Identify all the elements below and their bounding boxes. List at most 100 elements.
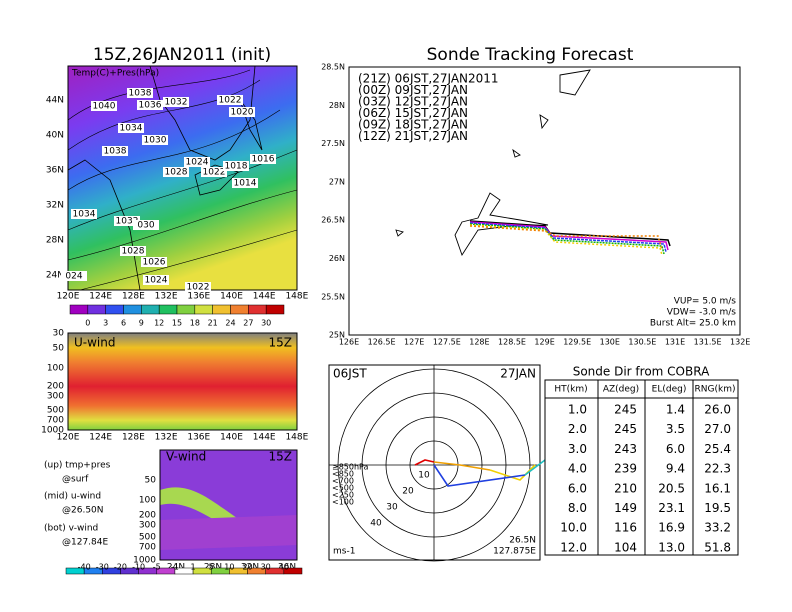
colorbar-label: 6	[121, 319, 126, 328]
isobar-label: 1016	[252, 155, 275, 165]
label-box	[163, 167, 189, 177]
lon-label: 132E	[155, 292, 178, 302]
lon-label: 132E	[155, 433, 178, 443]
table-cell: 243	[614, 442, 637, 456]
colorbar-label: 18	[190, 319, 200, 328]
colorbar-cell	[248, 304, 267, 315]
level-label: 100	[47, 364, 64, 374]
lon-label: 120E	[57, 292, 80, 302]
lon-label: 148E	[285, 292, 308, 302]
lat-label: 24N	[167, 563, 185, 573]
table-cell: 210	[614, 481, 637, 495]
table-cell: 4.0	[568, 462, 587, 476]
legend-entry: (00Z) 09JST,27JAN	[358, 83, 468, 97]
label-box	[250, 154, 276, 164]
lat-label: 27.5N	[321, 139, 345, 148]
level-label: 1000	[41, 426, 64, 436]
isobar-label: 1028	[165, 168, 188, 178]
note: @127.84E	[62, 538, 108, 548]
lat-label: 44N	[46, 96, 64, 106]
colorbar-label: 10	[224, 563, 234, 572]
lon-label: 148E	[285, 433, 308, 443]
note: @26.50N	[62, 506, 104, 516]
param: Burst Alt= 25.0 km	[650, 319, 736, 329]
label-box	[184, 157, 210, 167]
colorbar-cell	[141, 304, 160, 315]
lat-label: 28.5N	[321, 63, 345, 72]
isobar-label: 1014	[234, 179, 257, 189]
panel-title: Sonde Tracking Forecast	[427, 45, 634, 65]
level-label: 1000	[133, 556, 156, 566]
panel-time: 15Z	[269, 336, 293, 350]
label-box	[201, 167, 227, 177]
colorbar-label: 30	[261, 563, 271, 572]
lon-label: 128E	[122, 292, 145, 302]
lat-label: 36N	[46, 166, 64, 176]
table-cell: 245	[614, 403, 637, 417]
label-box	[127, 88, 153, 98]
lon-label: 129E	[534, 338, 554, 347]
table-cell: 19.5	[704, 501, 731, 515]
colorbar-cell	[123, 304, 142, 315]
lon-label: 126.5E	[368, 338, 396, 347]
label-box	[163, 97, 189, 107]
colorbar-label: 5	[209, 563, 214, 572]
lat-label: 28N	[46, 236, 64, 246]
lon-label: 136E	[187, 433, 210, 443]
table-header: AZ(deg)	[603, 385, 639, 395]
colorbar-label: 27	[243, 319, 253, 328]
colorbar-label: -1	[171, 563, 179, 572]
isobar-label: 1024	[145, 276, 168, 286]
label-box	[143, 275, 169, 285]
label-box	[217, 95, 243, 105]
lon-label: 127E	[404, 338, 424, 347]
lon-label: 120E	[57, 433, 80, 443]
colorbar-cell	[158, 304, 178, 315]
lon-label: 131E	[665, 338, 685, 347]
table-cell: 3.0	[568, 442, 587, 456]
lon-label: 140E	[220, 292, 243, 302]
table-cell: 10.0	[560, 521, 587, 535]
colorbar-cell	[105, 304, 124, 315]
colorbar-label: 0	[85, 319, 90, 328]
isobar-label: 1020	[231, 108, 254, 118]
isobar-label: 1018	[225, 162, 248, 172]
isobar-label: 1040	[93, 102, 116, 112]
tracking-frame	[348, 66, 741, 336]
colorbar-label: 3	[103, 319, 108, 328]
table-cell: 27.0	[704, 422, 731, 436]
isobar-label: 1034	[73, 210, 96, 220]
ring-label: 30	[386, 503, 398, 513]
table-cell: 1.4	[666, 403, 685, 417]
isobar-label: 024	[65, 272, 82, 282]
coastline	[67, 65, 263, 291]
lon-label: 140E	[220, 433, 243, 443]
lat-label: 28N	[204, 563, 222, 573]
level-label: 50	[145, 476, 157, 486]
polar-date: 27JAN	[500, 367, 536, 381]
colorbar-label: 9	[139, 319, 144, 328]
legend-entry: (03Z) 12JST,27JAN	[358, 95, 468, 109]
level-label: 50	[53, 344, 65, 354]
level-label: 700	[47, 416, 64, 426]
isobar-label: 1038	[104, 147, 127, 157]
lat-label: 26.5N	[321, 216, 345, 225]
table-header: RNG(km)	[695, 385, 736, 395]
colorbar-cell	[230, 304, 249, 315]
level-label: 200	[139, 511, 156, 521]
lon-label: 144E	[253, 292, 276, 302]
lon-label: 132E	[730, 338, 750, 347]
label-box	[120, 246, 146, 256]
table-cell: 12.0	[560, 540, 587, 554]
table-cell: 25.4	[704, 442, 731, 456]
label-box	[133, 220, 159, 230]
lat-label: 25.5N	[321, 292, 345, 301]
colorbar-label: 15	[172, 319, 182, 328]
coastline	[395, 69, 591, 257]
lon-label: 130.5E	[628, 338, 656, 347]
isobar-label: 1034	[120, 124, 143, 134]
label-box	[102, 146, 128, 156]
label-box	[71, 209, 97, 219]
isobar-label: 1028	[122, 247, 145, 257]
